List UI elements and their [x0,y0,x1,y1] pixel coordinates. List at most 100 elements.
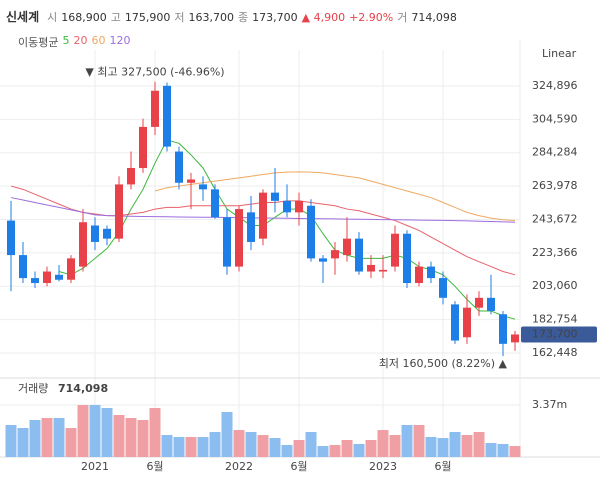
candle-body [427,266,435,279]
y-tick-label: 162,448 [532,346,578,359]
y-tick-label: 203,060 [532,279,578,292]
candle-body [355,238,363,272]
candle-body [7,220,15,256]
candle-body [295,200,303,213]
candle-body [43,271,51,284]
volume-bar [125,417,137,457]
volume-bar [221,412,233,457]
candle-body [391,233,399,267]
quote-key: 거 [397,11,408,24]
x-tick-label: 2023 [369,460,397,473]
volume-bar [17,428,29,457]
candle-body [451,304,459,341]
volume-bar [173,437,185,457]
volume-bar [389,434,401,457]
y-tick-label: 284,284 [532,146,578,159]
volume-bar [245,432,257,457]
y-tick-label: 223,366 [532,246,578,259]
volume-bar [497,444,509,457]
volume-bar [485,443,497,457]
volume-bar [425,437,437,457]
volume-label: 거래량 [18,382,48,395]
volume-bar [437,438,449,457]
volume-bar [101,407,113,457]
candle-body [127,167,135,185]
volume-bar [29,419,41,457]
high-annotation: ▼ 최고 327,500 (-46.96%) [85,66,224,79]
volume-bar [401,424,413,457]
volume-bar [113,415,125,457]
y-tick-label: 304,590 [532,112,578,125]
y-tick-label: 263,978 [532,179,578,192]
volume-bar [461,434,473,457]
low-annotation: 최저 160,500 (8.22%) ▲ [379,357,508,370]
candle-body [439,278,447,298]
volume-bar [89,405,101,457]
candle-body [163,85,171,147]
volume-bar [41,417,53,457]
candle-body [463,307,471,338]
quote-key: 종 [238,11,249,24]
y-tick-label: 324,896 [532,79,578,92]
last-price-box [521,326,597,343]
ma-line [154,171,516,222]
candle-body [19,255,27,279]
volume-bar [161,434,173,457]
candle-body [319,258,327,262]
volume-bar [197,437,209,457]
volume-bar [53,417,65,457]
candle-body [79,222,87,267]
scale-label: Linear [542,47,577,60]
candle-body [235,209,243,267]
candle-body [103,228,111,239]
candle-body [175,151,183,183]
quote-header: 신세계 시 168,900 고 175,900 저 163,700 종 173,… [6,8,457,25]
candle-body [199,184,207,190]
candle-body [31,278,39,284]
volume-bar [365,439,377,457]
volume-bar [305,432,317,457]
quote-key: 저 [174,11,185,24]
legend-entry: 60 [91,34,106,47]
volume-bar [281,444,293,457]
candle-body [187,179,195,183]
change: ▲ 4,900 [301,11,346,24]
volume-bar [209,432,221,457]
x-tick-label: 2022 [225,460,253,473]
y-tick-label: 243,672 [532,212,578,225]
candle-body [55,274,63,280]
volume-bar [185,437,197,457]
candle-body [271,192,279,201]
volume-bar [293,439,305,457]
candle-body [151,90,159,127]
legend: 이동평균 5 20 60 120 [18,34,130,50]
volume-bar [341,439,353,457]
candle-body [379,269,387,272]
quote-value: 173,700 [252,11,298,24]
candle-body [403,233,411,284]
candle-body [115,184,123,239]
y-tick-label: 182,754 [532,313,578,326]
candle-body [511,334,519,343]
candle-body [487,297,495,311]
candle-body [223,217,231,267]
candle-body [367,264,375,272]
change-pct: +2.90% [349,11,394,24]
stock-name: 신세계 [6,10,40,24]
candle-body [259,192,267,239]
last-price-label: 173,700 [532,327,578,340]
candle-body [139,126,147,168]
volume-bar [65,428,77,457]
volume-bar [413,424,425,457]
volume-bar [377,429,389,457]
legend-entry: 120 [109,34,131,47]
candle-body [307,205,315,259]
volume-bar [509,445,521,457]
quote-value: 163,700 [188,11,235,24]
candle-body [475,297,483,308]
legend-entry: 5 [62,34,70,47]
volume-bar [149,407,161,457]
candle-body [247,212,255,242]
